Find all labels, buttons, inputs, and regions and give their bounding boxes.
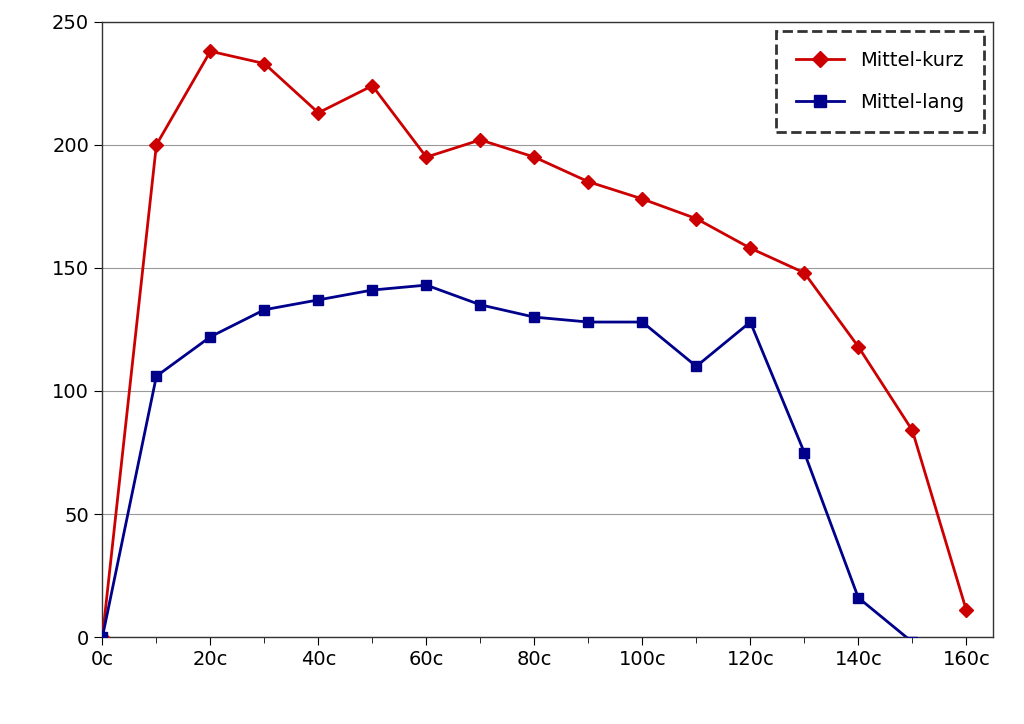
Legend: Mittel-kurz, Mittel-lang: Mittel-kurz, Mittel-lang: [776, 31, 984, 132]
